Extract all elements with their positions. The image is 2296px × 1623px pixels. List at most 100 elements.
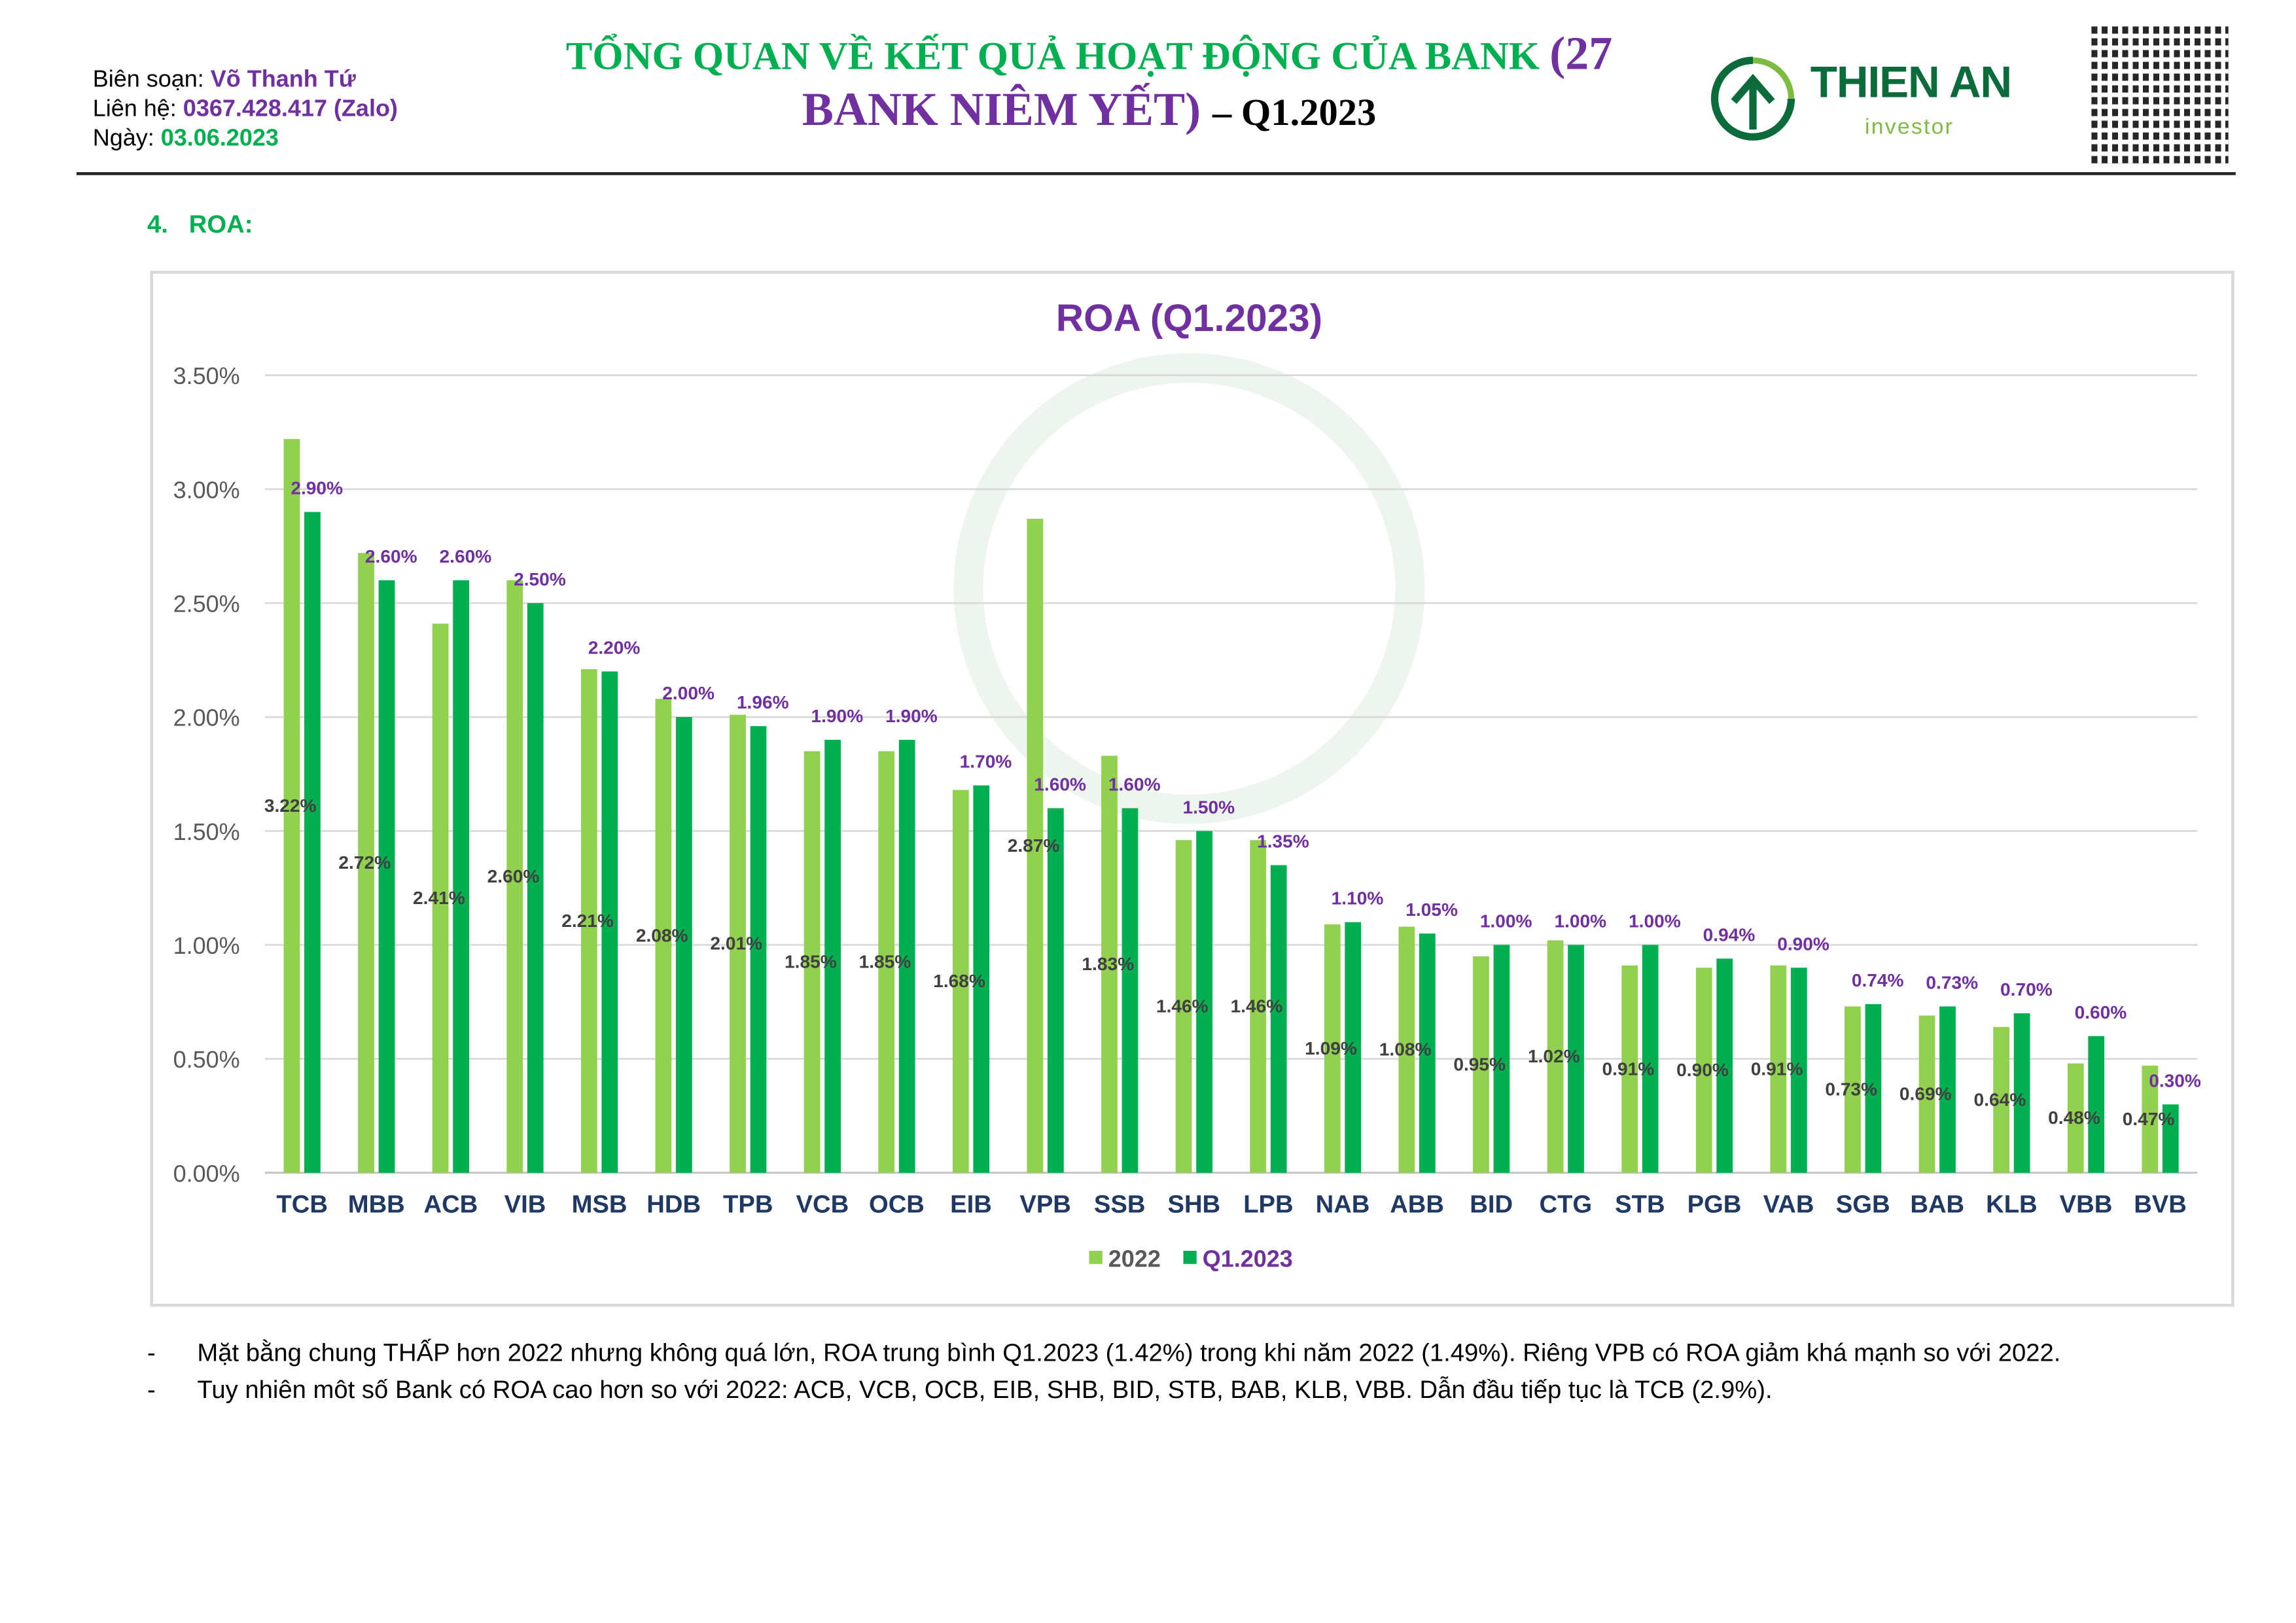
bar-q1-2023 <box>2013 1013 2030 1173</box>
data-label-2022: 3.22% <box>264 795 317 816</box>
note-item: - Tuy nhiên môt số Bank có ROA cao hơn so… <box>147 1371 2193 1408</box>
title-line2: BANK NIÊM YẾT) <box>802 82 1201 135</box>
note-bullet: - <box>147 1376 156 1404</box>
bar-2022 <box>730 714 746 1173</box>
bar-q1-2023 <box>1270 865 1287 1173</box>
data-label-2022: 1.46% <box>1231 996 1283 1016</box>
bar-2022 <box>952 790 969 1173</box>
data-label-2022: 1.83% <box>1082 954 1134 974</box>
qr-code <box>2091 26 2229 164</box>
bar-2022 <box>804 751 821 1173</box>
data-label-2022: 1.08% <box>1379 1039 1432 1060</box>
bar-q1-2023 <box>2162 1104 2179 1173</box>
x-tick-label: BAB <box>1910 1191 1964 1219</box>
contact-label: Liên hệ: <box>92 97 177 122</box>
x-tick-label: BVB <box>2134 1191 2187 1219</box>
data-label-2022: 1.68% <box>933 971 985 991</box>
y-tick-label: 2.50% <box>173 590 240 617</box>
data-label-q1-2023: 0.94% <box>1703 924 1756 945</box>
bar-q1-2023 <box>304 512 321 1173</box>
data-label-2022: 0.91% <box>1751 1058 1803 1079</box>
data-label-q1-2023: 2.60% <box>440 546 492 567</box>
x-tick-label: CTG <box>1539 1191 1592 1219</box>
x-tick-label: SGB <box>1836 1191 1890 1219</box>
y-tick-label: 0.00% <box>173 1160 240 1187</box>
data-label-q1-2023: 1.05% <box>1405 899 1458 920</box>
y-tick-label: 2.00% <box>173 705 240 731</box>
data-label-q1-2023: 2.50% <box>514 569 566 589</box>
bar-q1-2023 <box>824 739 841 1173</box>
bar-2022 <box>1695 968 1712 1173</box>
x-tick-label: TCB <box>276 1191 328 1219</box>
section-heading: 4. ROA: <box>147 211 253 240</box>
bar-q1-2023 <box>1345 922 1362 1173</box>
data-label-2022: 1.85% <box>859 952 911 972</box>
note-text: Tuy nhiên môt số Bank có ROA cao hơn so … <box>197 1376 1773 1404</box>
bar-q1-2023 <box>1865 1004 1882 1173</box>
legend-label: Q1.2023 <box>1203 1246 1293 1272</box>
bar-2022 <box>2142 1066 2159 1173</box>
author-label: Biên soạn: <box>92 67 204 93</box>
bar-2022 <box>1845 1006 1861 1173</box>
watermark-circle <box>953 353 1425 824</box>
notes: - Mặt bằng chung THẤP hơn 2022 nhưng khôn… <box>147 1335 2193 1408</box>
author-info: Biên soạn: Võ Thanh Tứ Liên hệ: 0367.428… <box>93 66 398 154</box>
data-label-q1-2023: 2.20% <box>588 637 641 657</box>
bar-2022 <box>1398 926 1415 1173</box>
header-divider <box>76 172 2236 175</box>
x-tick-label: OCB <box>869 1191 925 1219</box>
data-label-2022: 1.85% <box>785 952 837 972</box>
bar-2022 <box>1621 965 1638 1173</box>
data-label-q1-2023: 1.60% <box>1108 774 1161 794</box>
x-tick-label: VPB <box>1019 1191 1071 1219</box>
data-label-q1-2023: 2.60% <box>365 546 417 567</box>
x-tick-label: SSB <box>1094 1191 1146 1219</box>
bar-q1-2023 <box>2088 1036 2105 1173</box>
data-label-2022: 0.47% <box>2123 1109 2175 1129</box>
data-label-q1-2023: 0.90% <box>1777 934 1829 954</box>
bar-q1-2023 <box>378 580 395 1173</box>
data-label-q1-2023: 1.00% <box>1480 911 1532 931</box>
date-label: Ngày: <box>92 126 154 152</box>
data-label-q1-2023: 2.90% <box>291 478 343 498</box>
data-label-q1-2023: 1.96% <box>737 692 789 712</box>
data-label-2022: 0.69% <box>1899 1084 1952 1104</box>
title-line1: TỔNG QUAN VỀ KẾT QUẢ HOẠT ĐỘNG CỦA BANK <box>565 33 1540 79</box>
data-label-2022: 0.64% <box>1974 1089 2026 1109</box>
data-label-2022: 2.01% <box>710 934 762 954</box>
note-item: - Mặt bằng chung THẤP hơn 2022 nhưng khôn… <box>147 1335 2193 1371</box>
legend-swatch <box>1089 1250 1103 1265</box>
x-tick-label: LPB <box>1243 1191 1293 1219</box>
data-label-q1-2023: 1.70% <box>960 752 1012 772</box>
data-label-q1-2023: 0.70% <box>2000 979 2053 1000</box>
data-label-q1-2023: 0.30% <box>2149 1070 2201 1091</box>
bar-q1-2023 <box>453 580 469 1173</box>
bar-q1-2023 <box>1716 958 1733 1173</box>
bar-2022 <box>1770 965 1787 1173</box>
title-suffix: – Q1.2023 <box>1212 91 1377 134</box>
chart-frame <box>150 270 2234 1307</box>
bar-2022 <box>1547 940 1564 1173</box>
data-label-2022: 0.90% <box>1676 1060 1729 1080</box>
bar-2022 <box>1918 1015 1935 1173</box>
bar-q1-2023 <box>1048 808 1064 1173</box>
section-title: ROA: <box>188 210 253 239</box>
data-label-q1-2023: 1.00% <box>1554 911 1606 931</box>
bar-q1-2023 <box>676 717 692 1173</box>
bar-q1-2023 <box>601 671 618 1173</box>
bar-2022 <box>2067 1063 2084 1173</box>
x-tick-label: KLB <box>1986 1191 2038 1219</box>
data-label-q1-2023: 0.73% <box>1926 972 1978 992</box>
x-tick-label: PGB <box>1687 1191 1742 1219</box>
bar-q1-2023 <box>1642 945 1659 1173</box>
data-label-2022: 1.02% <box>1528 1046 1580 1066</box>
data-label-q1-2023: 1.00% <box>1629 911 1681 931</box>
chart-title: ROA (Q1.2023) <box>1056 297 1322 340</box>
note-bullet: - <box>147 1338 156 1367</box>
legend-label: 2022 <box>1108 1246 1161 1272</box>
legend-swatch <box>1183 1250 1197 1265</box>
x-tick-label: VIB <box>504 1191 546 1219</box>
data-label-2022: 2.21% <box>561 911 614 931</box>
y-tick-label: 3.50% <box>173 362 240 389</box>
bar-q1-2023 <box>898 739 915 1173</box>
